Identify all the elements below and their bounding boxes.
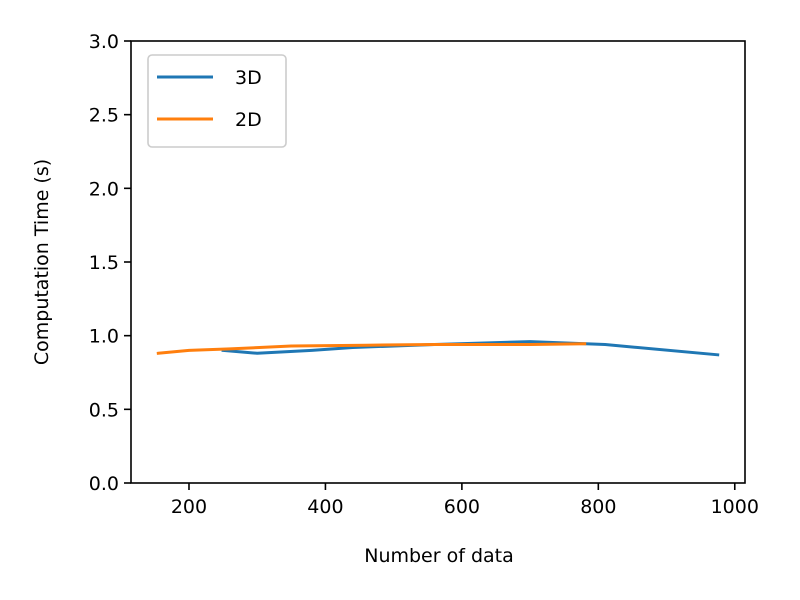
y-tick-label: 0.5 [89, 399, 119, 421]
legend: 3D 2D [147, 54, 287, 148]
y-tick-label: 2.0 [89, 178, 119, 200]
x-axis-label: Number of data [364, 545, 514, 567]
y-tick-label: 1.0 [89, 326, 119, 348]
y-axis-label: Computation Time (s) [31, 159, 53, 365]
tick-layer: 200 400 600 800 1000 0.0 0.5 1.0 1.5 2.0 2.5 3.0 [89, 31, 759, 518]
y-tick-label: 0.0 [89, 473, 119, 495]
x-tick-label: 600 [444, 496, 480, 518]
y-tick-label: 2.5 [89, 105, 119, 127]
legend-label-0: 3D [235, 67, 262, 89]
x-tick-label: 1000 [711, 496, 759, 518]
series-layer [156, 340, 720, 357]
series-line-1 [156, 342, 587, 355]
x-tick-label: 200 [171, 496, 207, 518]
x-tick-label: 800 [580, 496, 616, 518]
y-tick-label: 1.5 [89, 252, 119, 274]
y-tick-label: 3.0 [89, 31, 119, 53]
legend-box [147, 54, 287, 148]
x-tick-label: 400 [307, 496, 343, 518]
legend-label-1: 2D [235, 109, 262, 131]
